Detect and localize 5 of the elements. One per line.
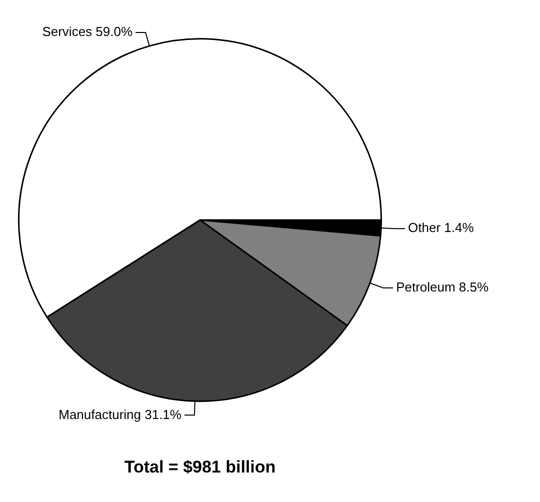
text: Total = $981 billion (124, 458, 276, 477)
slice-label: Petroleum 8.5% (396, 279, 490, 294)
slice-label: Services 59.0% (42, 24, 133, 40)
slice-label: Manufacturing 31.1% (58, 406, 182, 422)
slice-label: Other 1.4% (408, 220, 474, 236)
